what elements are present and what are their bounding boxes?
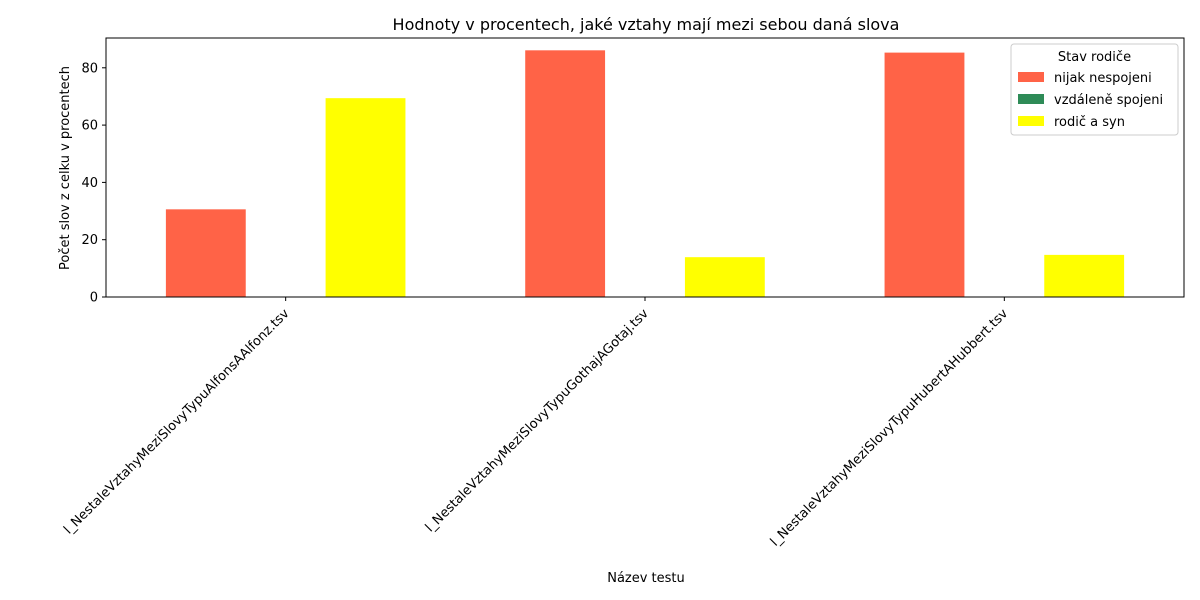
- y-tick-label-3: 60: [81, 119, 98, 134]
- legend-swatch-2: [1018, 94, 1044, 104]
- bar-1-2: [525, 50, 606, 297]
- bar-3-3: [1044, 254, 1125, 297]
- chart-title: Hodnoty v procentech, jaké vztahy mají m…: [393, 15, 900, 34]
- y-tick-label-0: 0: [90, 291, 98, 306]
- legend-label-3: rodič a syn: [1054, 115, 1125, 130]
- legend-frame: [1010, 43, 1179, 136]
- legend: Stav rodiče nijak nespojeni vzdáleně spoje…: [1010, 43, 1179, 136]
- x-tick-label-1: l_NestaleVztahyMeziSlovyTypuGothajAGotaj…: [423, 306, 652, 535]
- x-axis-label: Název testu: [607, 571, 685, 586]
- x-axis: l_NestaleVztahyMeziSlovyTypuAlfonsAAlfon…: [61, 297, 1011, 550]
- legend-title: Stav rodiče: [1058, 50, 1131, 65]
- bar-3-1: [325, 98, 406, 297]
- legend-label-1: nijak nespojeni: [1054, 71, 1152, 86]
- x-tick-label-0: l_NestaleVztahyMeziSlovyTypuAlfonsAAlfon…: [61, 306, 292, 537]
- bar-3-2: [684, 257, 765, 297]
- y-tick-label-4: 80: [81, 61, 98, 76]
- legend-label-2: vzdáleně spojeni: [1054, 93, 1163, 108]
- y-axis-label: Počet slov z celku v procentech: [58, 66, 73, 270]
- y-tick-label-1: 20: [81, 233, 98, 248]
- bars-layer: [165, 50, 1125, 297]
- y-axis: 0 20 40 60 80: [81, 61, 106, 306]
- bar-1-1: [165, 209, 246, 297]
- y-tick-label-2: 40: [81, 176, 98, 191]
- legend-swatch-1: [1018, 72, 1044, 82]
- x-tick-label-2: l_NestaleVztahyMeziSlovyTypuHubertAHubbe…: [768, 306, 1012, 550]
- legend-swatch-3: [1018, 116, 1044, 126]
- bar-1-3: [884, 52, 965, 297]
